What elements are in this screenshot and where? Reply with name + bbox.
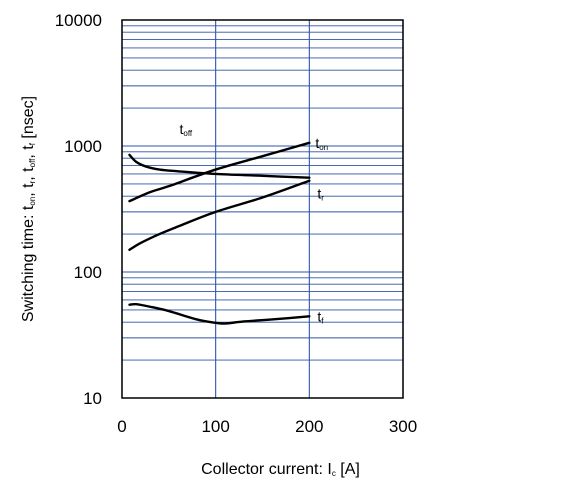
y-tick-label: 10000 [55, 11, 102, 30]
y-axis-title: Switching time: ton, tr, toff, tf [nsec] [20, 96, 37, 322]
y-tick-label: 100 [74, 263, 102, 282]
plot-frame [121, 19, 404, 399]
series-labels: ton toff tr tf [179, 121, 328, 326]
x-tick-label: 0 [117, 417, 126, 436]
y-tick-label: 10 [83, 389, 102, 408]
major-gridlines [121, 19, 404, 399]
series-line-tf [128, 302, 311, 325]
x-axis-title: Collector current: Ic [A] [201, 461, 360, 478]
series-label-tr: tr [317, 186, 324, 203]
y-tick-label: 1000 [64, 137, 102, 156]
x-tick-label: 100 [201, 417, 229, 436]
series-line-tr [128, 179, 311, 252]
series-lines [128, 141, 311, 325]
minor-gridlines [122, 25, 403, 361]
tick-labels: 0 100 200 300 10 100 1000 10000 [55, 11, 417, 436]
series-line-ton [128, 141, 311, 203]
x-tick-label: 200 [295, 417, 323, 436]
series-line-toff [128, 153, 311, 179]
series-label-ton: ton [315, 135, 328, 152]
x-tick-label: 300 [389, 417, 417, 436]
series-label-toff: toff [179, 121, 192, 138]
series-label-tf: tf [317, 308, 324, 325]
